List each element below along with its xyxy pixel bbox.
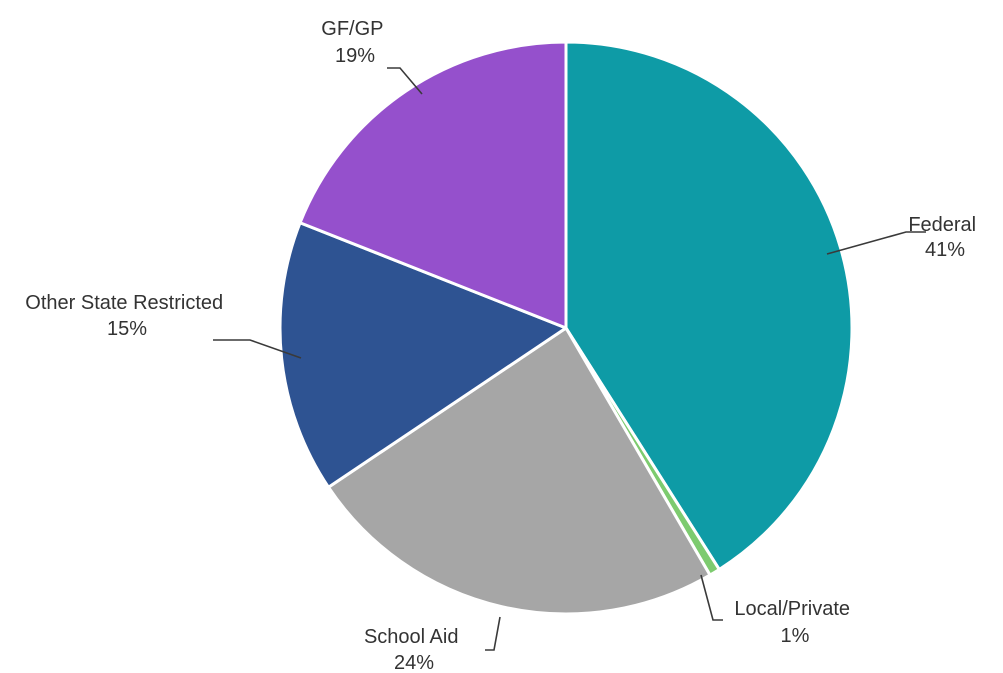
pie-slice-federal — [564, 40, 854, 571]
slice-labels: Federal 41% Local/Private 1% School Aid … — [25, 18, 981, 673]
label-other-state-restricted: Other State Restricted 15% — [25, 292, 228, 340]
pie-slices — [278, 40, 854, 616]
leader-lines — [213, 67, 926, 651]
label-school-aid-name: School Aid — [364, 626, 459, 648]
leader-line-local-private — [700, 574, 723, 621]
label-school-aid: School Aid 24% — [364, 626, 464, 673]
label-federal-name: Federal — [908, 214, 976, 236]
leader-line-other-state-restricted — [213, 339, 302, 359]
label-gf-gp: GF/GP 19% — [321, 18, 388, 67]
pie-slice-school-aid — [326, 326, 712, 616]
label-local-private-name: Local/Private — [734, 598, 850, 620]
label-school-aid-pct: 24% — [394, 652, 434, 673]
pie-slice-gf-gp — [298, 40, 568, 330]
label-other-state-restricted-name: Other State Restricted — [25, 292, 223, 314]
label-gf-gp-name: GF/GP — [321, 18, 383, 40]
label-federal-pct: 41% — [925, 239, 965, 261]
leader-line-gf-gp — [387, 67, 423, 95]
label-other-state-restricted-pct: 15% — [107, 318, 147, 340]
pie-slice-other-state-restricted — [278, 221, 568, 489]
label-local-private: Local/Private 1% — [734, 598, 855, 647]
label-gf-gp-pct: 19% — [335, 45, 375, 67]
leader-line-school-aid — [485, 616, 501, 651]
leader-line-federal — [826, 231, 926, 255]
label-local-private-pct: 1% — [781, 625, 810, 647]
label-federal: Federal 41% — [908, 214, 981, 261]
